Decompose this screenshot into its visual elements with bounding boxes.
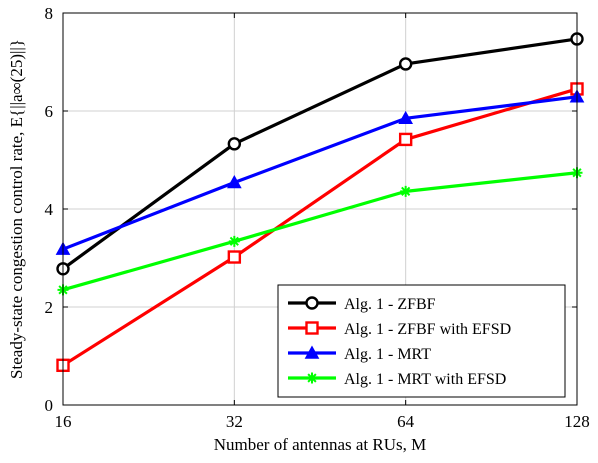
y-axis-label: Steady-state congestion control rate, E{… [7, 39, 26, 379]
legend-label: Alg. 1 - ZFBF [344, 296, 436, 313]
data-point-s2 [398, 132, 413, 147]
x-tick-label: 128 [564, 412, 590, 431]
series-line-3 [62, 95, 578, 251]
x-axis-label: Number of antennas at RUs, M [214, 435, 426, 454]
data-point-s1 [227, 137, 242, 151]
data-point-s3 [226, 175, 242, 189]
data-point-s4 [228, 235, 240, 247]
y-tick-label: 8 [45, 4, 54, 23]
legend: Alg. 1 - ZFBF Alg. 1 - ZFBF with EFSD Alg.… [277, 284, 566, 398]
series-lines [62, 37, 578, 367]
x-tick-label: 16 [55, 412, 72, 431]
legend-swatch-marker [305, 321, 319, 335]
legend-swatch-marker [304, 345, 320, 359]
data-point-s1 [398, 57, 413, 71]
data-point-s3 [398, 110, 414, 125]
legend-label: Alg. 1 - MRT with EFSD [344, 371, 506, 388]
y-tick-label: 2 [45, 298, 54, 317]
x-tick-labels: 16 32 64 128 [55, 412, 590, 431]
x-tick-label: 32 [226, 412, 243, 431]
series-line-1 [62, 37, 578, 271]
legend-label: Alg. 1 - ZFBF with EFSD [344, 321, 511, 338]
y-tick-label: 0 [45, 396, 54, 415]
legend-swatch-marker [305, 296, 319, 310]
series-line-2 [62, 87, 578, 367]
legend-swatch-marker [306, 372, 318, 384]
axis-ticks [62, 12, 578, 406]
series-line-4 [62, 171, 578, 292]
data-point-s2 [227, 250, 242, 264]
x-tick-label: 64 [397, 412, 415, 431]
legend-label: Alg. 1 - MRT [344, 346, 431, 363]
y-tick-label: 6 [45, 102, 54, 121]
data-point-s4 [400, 185, 412, 197]
y-tick-labels: 0 2 4 6 8 [45, 4, 54, 415]
y-tick-label: 4 [45, 200, 54, 219]
